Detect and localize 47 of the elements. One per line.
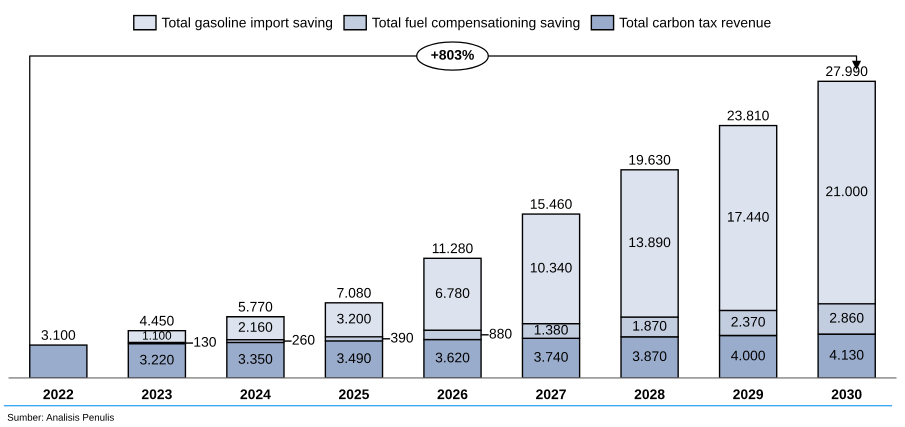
x-tick-label: 2022 [43, 389, 74, 400]
total-label: 5.770 [238, 302, 272, 312]
data-label: 2.160 [238, 322, 272, 332]
data-label: 6.780 [436, 288, 470, 298]
x-tick-label: 2030 [832, 389, 862, 400]
data-label: 1.870 [633, 320, 666, 331]
data-label: 1.380 [534, 324, 568, 335]
data-label: 3.200 [337, 314, 371, 324]
data-label: 10.340 [530, 262, 572, 273]
data-label: 2.860 [830, 312, 864, 323]
total-label: 19.630 [629, 154, 670, 165]
data-label: 4.130 [830, 350, 864, 360]
data-label: 1.100 [142, 331, 172, 340]
x-tick-label: 2026 [438, 389, 468, 400]
x-tick-label: 2027 [536, 389, 566, 400]
text: Sumber: Analisis Penulis [8, 414, 114, 421]
data-label: 3.620 [436, 352, 470, 362]
x-tick-label: 2025 [338, 389, 370, 400]
total-label: 4.450 [140, 316, 174, 326]
legend-label: Total carbon tax revenue [619, 17, 771, 28]
x-tick-label: 2024 [240, 389, 271, 400]
data-label: 130 [194, 336, 216, 347]
x-tick-label: 2023 [142, 389, 172, 400]
x-tick-label: 2029 [733, 389, 764, 400]
data-label: 4.000 [731, 350, 765, 360]
data-label: 880 [490, 328, 512, 339]
data-label: 21.000 [826, 186, 868, 196]
data-label: 2.370 [731, 316, 765, 327]
data-label: 17.440 [728, 212, 769, 222]
total-label: 23.810 [728, 110, 769, 120]
data-label: 3.350 [238, 354, 272, 364]
x-tick-label: 2028 [634, 389, 665, 400]
legend-label: Total gasoline import saving [162, 17, 332, 30]
data-label: 260 [292, 334, 314, 345]
total-label: 7.080 [337, 288, 371, 298]
legend-label: Total fuel compensationing saving [372, 17, 580, 30]
data-label: 3.220 [140, 354, 174, 365]
total-label: 11.280 [432, 243, 473, 254]
data-label: 3.740 [534, 352, 568, 362]
total-label: 15.460 [530, 199, 572, 209]
data-label: 390 [390, 332, 414, 343]
total-label: 27.990 [826, 66, 868, 76]
text: +803% [431, 50, 474, 60]
total-label: 3.100 [41, 330, 76, 340]
data-label: 3.490 [337, 353, 371, 364]
data-label: 13.890 [629, 237, 670, 248]
data-label: 3.870 [632, 351, 666, 362]
